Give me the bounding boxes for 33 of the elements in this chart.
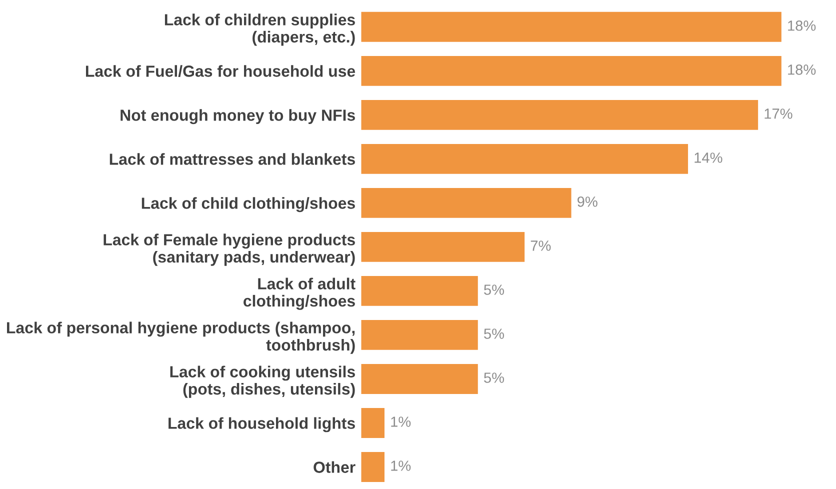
y-tick-label: Not enough money to buy NFIs (120, 109, 355, 124)
data-label: 5% (484, 372, 504, 383)
y-tick-label: Lack of children supplies (diapers, etc.) (164, 14, 355, 46)
y-tick-label: Lack of Female hygiene products (sanitary pads, underwear) (104, 234, 355, 266)
bar (361, 12, 782, 42)
data-label: 18% (788, 20, 816, 31)
bar (361, 364, 478, 394)
y-tick-label: Lack of child clothing/shoes (142, 197, 355, 212)
y-tick-label: Lack of personal hygiene products (shampoo, toothbrush) (7, 322, 355, 354)
data-label: 1% (391, 416, 411, 427)
bar (361, 320, 478, 350)
bar (361, 56, 782, 86)
bar (361, 188, 572, 218)
data-label: 17% (764, 108, 792, 119)
y-tick-label: Other (314, 461, 356, 473)
data-label: 5% (484, 328, 504, 339)
y-tick-label: Lack of cooking utensils (pots, dishes, utensils) (170, 366, 355, 398)
data-label: 5% (484, 284, 504, 295)
y-tick-label: Lack of mattresses and blankets (110, 153, 355, 165)
bar (361, 408, 384, 438)
data-label: 14% (694, 152, 722, 163)
data-label: 9% (578, 196, 598, 207)
y-tick-label: Lack of household lights (168, 417, 355, 432)
bar (361, 100, 758, 130)
bar (361, 144, 688, 174)
y-tick-label: Lack of Fuel/Gas for household use (86, 65, 356, 78)
y-tick-label: Lack of adult clothing/shoes (244, 278, 356, 310)
bar (361, 276, 478, 306)
data-label: 18% (788, 64, 816, 75)
data-label: 1% (391, 460, 411, 471)
bar (361, 232, 525, 262)
bar (361, 452, 384, 482)
data-label: 7% (530, 240, 551, 251)
